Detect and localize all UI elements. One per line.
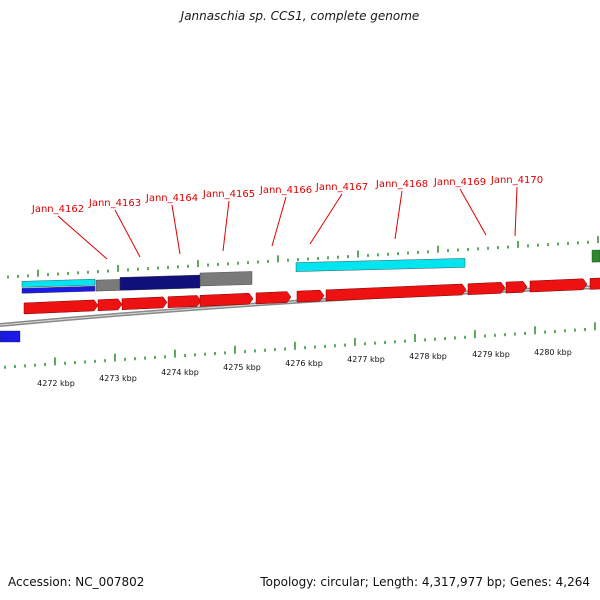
gene-label-leader xyxy=(114,209,141,258)
gene-label-leader xyxy=(514,186,518,237)
kbp-label: 4274 kbp xyxy=(161,368,199,377)
gene-label-leader xyxy=(57,215,108,260)
cds-arrow xyxy=(97,298,123,312)
feature-tracks xyxy=(0,249,600,343)
cds-arrow xyxy=(121,296,168,310)
cds-arrow xyxy=(467,282,506,295)
kbp-label: 4280 kbp xyxy=(534,348,572,357)
feature-cyan xyxy=(21,278,96,288)
kbp-label: 4275 kbp xyxy=(223,363,261,372)
kbp-label: 4279 kbp xyxy=(472,350,510,359)
gene-label: Jann_4164 xyxy=(145,193,198,204)
gene-label-leader xyxy=(222,200,230,252)
cds-arrow xyxy=(255,291,292,305)
gene-label-leader xyxy=(271,196,287,247)
cds-arrow xyxy=(199,292,254,307)
cds-arrow xyxy=(167,295,202,308)
upper-ticks xyxy=(7,236,599,279)
gene-label: Jann_4162 xyxy=(31,204,84,215)
gene-label: Jann_4170 xyxy=(490,175,543,186)
cds-arrow xyxy=(296,289,325,303)
gene-label-leader xyxy=(309,193,343,245)
cds-arrow xyxy=(505,281,528,294)
gene-label: Jann_4163 xyxy=(88,198,141,209)
gene-label-leader xyxy=(459,188,487,236)
gene-label-leader xyxy=(394,190,403,240)
lower-ticks xyxy=(4,322,596,369)
kbp-labels: 4272 kbp 4273 kbp 4274 kbp 4275 kbp 4276 kbp… xyxy=(37,348,572,388)
gene-label: Jann_4169 xyxy=(433,177,486,188)
feature-gray xyxy=(199,271,253,287)
feature-navy xyxy=(119,274,201,291)
cds-arrow xyxy=(589,277,600,290)
kbp-label: 4273 kbp xyxy=(99,374,137,383)
accession-label: Accession: NC_007802 xyxy=(8,575,145,589)
kbp-label: 4272 kbp xyxy=(37,379,75,388)
map-title: Jannaschia sp. CCS1, complete genome xyxy=(180,9,420,23)
feature-blue xyxy=(21,285,96,294)
gene-label-leader xyxy=(171,204,181,255)
feature-blue-left xyxy=(0,330,21,343)
kbp-label: 4277 kbp xyxy=(347,355,385,364)
kbp-label: 4278 kbp xyxy=(409,352,447,361)
gene-label: Jann_4166 xyxy=(259,185,312,196)
feature-gray xyxy=(95,279,121,292)
gene-label: Jann_4168 xyxy=(375,179,428,190)
cds-arrow xyxy=(325,283,467,302)
cds-arrow xyxy=(23,299,99,315)
gene-label: Jann_4165 xyxy=(202,189,255,200)
feature-green xyxy=(591,249,600,263)
gene-label: Jann_4167 xyxy=(315,182,368,193)
feature-cyan xyxy=(295,258,466,272)
gene-labels: Jann_4162 Jann_4163 Jann_4164 Jann_4165 Jann… xyxy=(31,175,543,260)
genome-summary: Topology: circular; Length: 4,317,977 bp… xyxy=(260,575,590,589)
kbp-label: 4276 kbp xyxy=(285,359,323,368)
cds-arrow xyxy=(529,278,588,293)
